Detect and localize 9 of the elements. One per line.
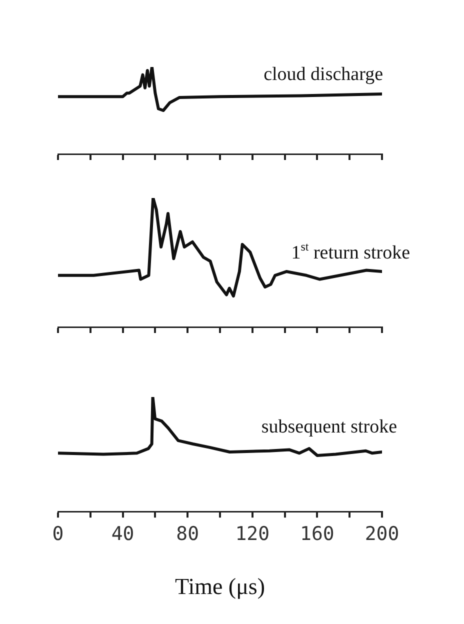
x-tick-label: 40 (111, 522, 134, 545)
x-tick-label: 160 (300, 522, 334, 545)
series-label: subsequent stroke (261, 416, 398, 438)
x-tick-label: 200 (364, 522, 400, 545)
x-tick-label: 0 (52, 522, 64, 545)
x-axis-title: Time (μs) (174, 574, 266, 600)
x-tick-label: 120 (235, 522, 270, 545)
series-label: cloud discharge (264, 64, 384, 86)
x-tick-label: 80 (176, 522, 200, 545)
